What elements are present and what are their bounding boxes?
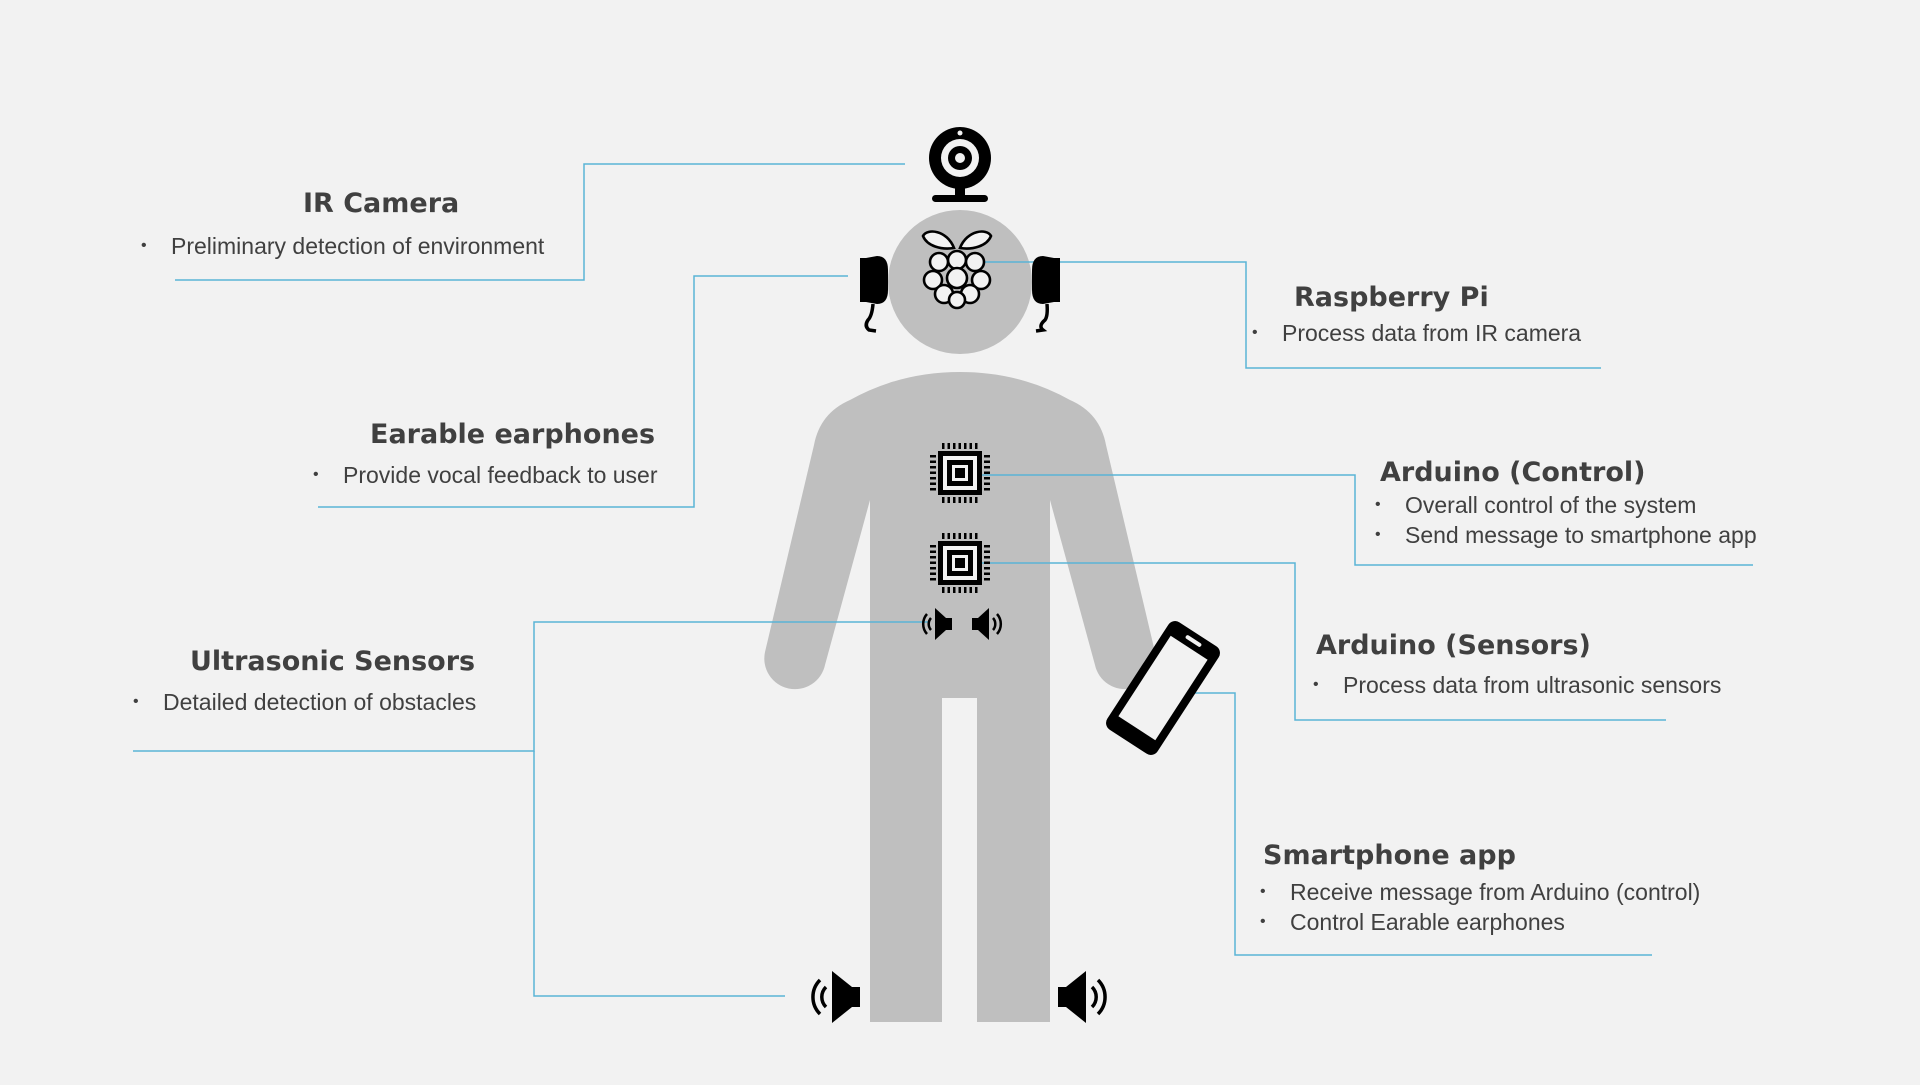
ultrasonic-sensors-bullets: Detailed detection of obstacles bbox=[133, 687, 476, 717]
left-foot-speaker-icon bbox=[811, 969, 862, 1025]
smartphone-app-bullet-2: Control Earable earphones bbox=[1260, 907, 1700, 937]
raspberry-pi-label: Raspberry Pi Process data from IR camera bbox=[1252, 282, 1581, 348]
smartphone-app-label: Smartphone app Receive message from Ardu… bbox=[1260, 840, 1700, 937]
earable-earphones-title: Earable earphones bbox=[370, 419, 656, 450]
earable-earphones-bullets: Provide vocal feedback to user bbox=[313, 460, 658, 490]
arduino-sensors-connector bbox=[960, 562, 1666, 721]
smartphone-app-bullets: Receive message from Arduino (control) C… bbox=[1260, 877, 1700, 937]
smartphone-app-title: Smartphone app bbox=[1263, 840, 1516, 871]
ultrasonic-sensors-bullet: Detailed detection of obstacles bbox=[133, 687, 476, 717]
smartphone-icon bbox=[1106, 621, 1220, 755]
arduino-sensors-chip-icon bbox=[930, 533, 990, 593]
earable-earphones-label: Earable earphones Provide vocal feedback… bbox=[313, 419, 658, 490]
arduino-control-bullet-2: Send message to smartphone app bbox=[1375, 520, 1757, 550]
smartphone-app-bullet-1: Receive message from Arduino (control) bbox=[1260, 877, 1700, 907]
ir-camera-bullets: Preliminary detection of environment bbox=[141, 231, 544, 261]
earable-earphones-bullet: Provide vocal feedback to user bbox=[313, 460, 658, 490]
arduino-sensors-bullets: Process data from ultrasonic sensors bbox=[1313, 670, 1721, 700]
arduino-control-chip-icon bbox=[930, 443, 990, 503]
raspberry-pi-icon bbox=[921, 230, 993, 310]
ultrasonic-connector-top bbox=[133, 621, 930, 752]
arduino-control-label: Arduino (Control) Overall control of the… bbox=[1375, 457, 1757, 550]
arduino-control-bullet-1: Overall control of the system bbox=[1375, 490, 1757, 520]
torso-arms bbox=[764, 372, 1156, 1022]
arduino-sensors-title: Arduino (Sensors) bbox=[1316, 630, 1591, 661]
ir-camera-label: IR Camera Preliminary detection of envir… bbox=[141, 188, 544, 261]
ultrasonic-connector-bottom bbox=[533, 751, 785, 997]
webcam-icon bbox=[929, 127, 991, 202]
connector-lines bbox=[133, 163, 1753, 997]
human-silhouette bbox=[764, 210, 1156, 1022]
raspberry-pi-bullet: Process data from IR camera bbox=[1252, 318, 1581, 348]
arduino-control-title: Arduino (Control) bbox=[1380, 457, 1646, 488]
arduino-sensors-bullet: Process data from ultrasonic sensors bbox=[1313, 670, 1721, 700]
arduino-control-bullets: Overall control of the system Send messa… bbox=[1375, 490, 1757, 550]
raspberry-pi-connector bbox=[975, 261, 1601, 369]
ir-camera-title: IR Camera bbox=[303, 188, 460, 219]
right-foot-speaker-icon bbox=[1056, 969, 1107, 1025]
raspberry-pi-title: Raspberry Pi bbox=[1294, 282, 1489, 313]
ultrasonic-sensors-title: Ultrasonic Sensors bbox=[190, 646, 476, 677]
ir-camera-connector bbox=[175, 163, 905, 281]
left-earphone-icon bbox=[860, 256, 888, 333]
ir-camera-bullet: Preliminary detection of environment bbox=[141, 231, 544, 261]
right-earphone-icon bbox=[1032, 256, 1060, 333]
smartphone-connector bbox=[1162, 692, 1652, 956]
raspberry-pi-bullets: Process data from IR camera bbox=[1252, 318, 1581, 348]
arduino-control-connector bbox=[960, 474, 1753, 566]
arduino-sensors-label: Arduino (Sensors) Process data from ultr… bbox=[1313, 630, 1721, 700]
earphones-connector bbox=[318, 275, 848, 508]
ultrasonic-sensors-label: Ultrasonic Sensors Detailed detection of… bbox=[133, 646, 476, 717]
